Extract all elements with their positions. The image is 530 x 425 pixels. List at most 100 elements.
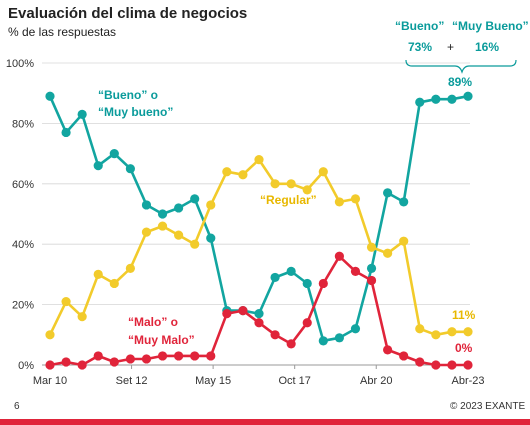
data-point-regular: [463, 327, 473, 337]
data-point-malo: [399, 351, 409, 361]
data-point-regular: [222, 167, 232, 177]
data-point-regular: [238, 170, 248, 180]
data-point-regular: [109, 278, 119, 289]
data-point-regular: [302, 185, 312, 195]
end-label-regular: 11%: [452, 308, 476, 322]
grid: [42, 62, 470, 366]
data-point-regular: [415, 324, 425, 334]
data-point-regular: [431, 330, 441, 340]
data-point-malo: [238, 306, 248, 316]
data-point-malo: [190, 351, 200, 361]
breakdown-muybueno-label: “Muy Bueno”: [452, 19, 529, 33]
data-point-malo: [350, 266, 361, 276]
breakdown-bueno-label: “Bueno”: [395, 19, 444, 33]
data-point-malo: [431, 360, 441, 370]
data-point-bueno: [431, 94, 441, 104]
data-point-bueno: [366, 263, 377, 273]
y-tick-label: 0%: [18, 360, 34, 372]
x-tick-label: Set 12: [116, 375, 148, 387]
x-tick-label: May 15: [195, 375, 231, 387]
data-point-malo: [447, 360, 457, 370]
series-malo: [45, 251, 473, 370]
data-point-regular: [399, 236, 409, 246]
data-point-bueno: [190, 194, 200, 204]
data-point-regular: [125, 263, 135, 273]
data-point-bueno: [286, 266, 296, 276]
data-point-regular: [366, 242, 377, 252]
x-axis-ticks: Mar 10 Set 12 May 15 Oct 17 Abr 20 Abr-23: [33, 365, 485, 387]
page-number: 6: [14, 401, 20, 412]
data-point-bueno: [447, 94, 457, 104]
x-tick-label: Mar 10: [33, 375, 67, 387]
data-point-bueno: [350, 324, 361, 334]
data-point-malo: [77, 360, 87, 370]
breakdown-plus: +: [447, 40, 454, 54]
data-point-regular: [157, 221, 168, 231]
data-point-malo: [415, 357, 425, 367]
data-point-malo: [302, 318, 312, 328]
data-point-malo: [463, 360, 473, 370]
series-bueno: [45, 91, 473, 346]
annotation-malo-line1: “Malo” o: [128, 315, 178, 329]
data-point-bueno: [174, 203, 184, 213]
x-tick-label: Oct 17: [278, 375, 310, 387]
data-point-regular: [350, 194, 361, 204]
breakdown-muybueno-value: 16%: [475, 40, 499, 54]
data-point-malo: [174, 351, 184, 361]
data-point-malo: [109, 357, 119, 367]
data-point-regular: [318, 167, 328, 177]
y-tick-label: 20%: [12, 300, 34, 312]
annotation-malo-line2: “Muy Malo”: [128, 333, 195, 347]
x-tick-label: Abr-23: [451, 375, 484, 387]
chart-title: Evaluación del clima de negocios: [8, 5, 247, 22]
data-point-regular: [174, 230, 184, 240]
data-point-bueno: [254, 309, 264, 319]
y-tick-label: 40%: [12, 239, 34, 251]
data-point-bueno: [61, 127, 71, 138]
data-point-malo: [61, 357, 71, 367]
end-label-bueno: 89%: [448, 75, 472, 89]
data-point-regular: [447, 327, 457, 337]
data-point-malo: [206, 351, 216, 361]
data-point-malo: [254, 318, 264, 328]
data-point-regular: [286, 179, 296, 189]
data-point-malo: [366, 275, 377, 286]
annotation-regular: “Regular”: [260, 193, 317, 207]
data-point-regular: [206, 200, 216, 210]
data-point-regular: [77, 312, 87, 322]
data-point-bueno: [77, 109, 87, 119]
y-tick-label: 100%: [6, 58, 34, 70]
x-tick-label: Abr 20: [360, 375, 392, 387]
breakdown-brace: [405, 59, 517, 74]
data-point-malo: [270, 330, 280, 340]
data-point-regular: [190, 239, 200, 249]
data-point-malo: [45, 360, 55, 370]
data-point-regular: [141, 227, 152, 237]
data-point-bueno: [270, 272, 280, 283]
data-point-malo: [125, 354, 135, 364]
data-point-regular: [334, 197, 344, 207]
data-point-bueno: [93, 161, 103, 171]
data-point-bueno: [463, 91, 473, 101]
footer-rule: [0, 419, 530, 425]
series-regular: [45, 155, 473, 340]
data-point-bueno: [318, 336, 328, 346]
data-point-regular: [383, 248, 393, 258]
data-point-bueno: [206, 233, 216, 243]
data-point-bueno: [334, 333, 344, 343]
data-point-regular: [93, 269, 103, 279]
series-layer: [45, 91, 473, 370]
data-point-malo: [318, 278, 328, 289]
data-point-bueno: [45, 91, 55, 101]
data-point-bueno: [415, 97, 425, 107]
annotation-bueno-line1: “Bueno” o: [98, 88, 158, 102]
data-point-bueno: [125, 164, 135, 174]
series-line-bueno: [48, 94, 469, 343]
data-point-malo: [383, 345, 393, 355]
breakdown-bueno-value: 73%: [408, 40, 432, 54]
data-point-malo: [93, 351, 103, 361]
y-axis-ticks: 0% 20% 40% 60% 80% 100%: [6, 58, 34, 372]
data-point-bueno: [302, 278, 312, 289]
data-point-bueno: [157, 209, 168, 219]
